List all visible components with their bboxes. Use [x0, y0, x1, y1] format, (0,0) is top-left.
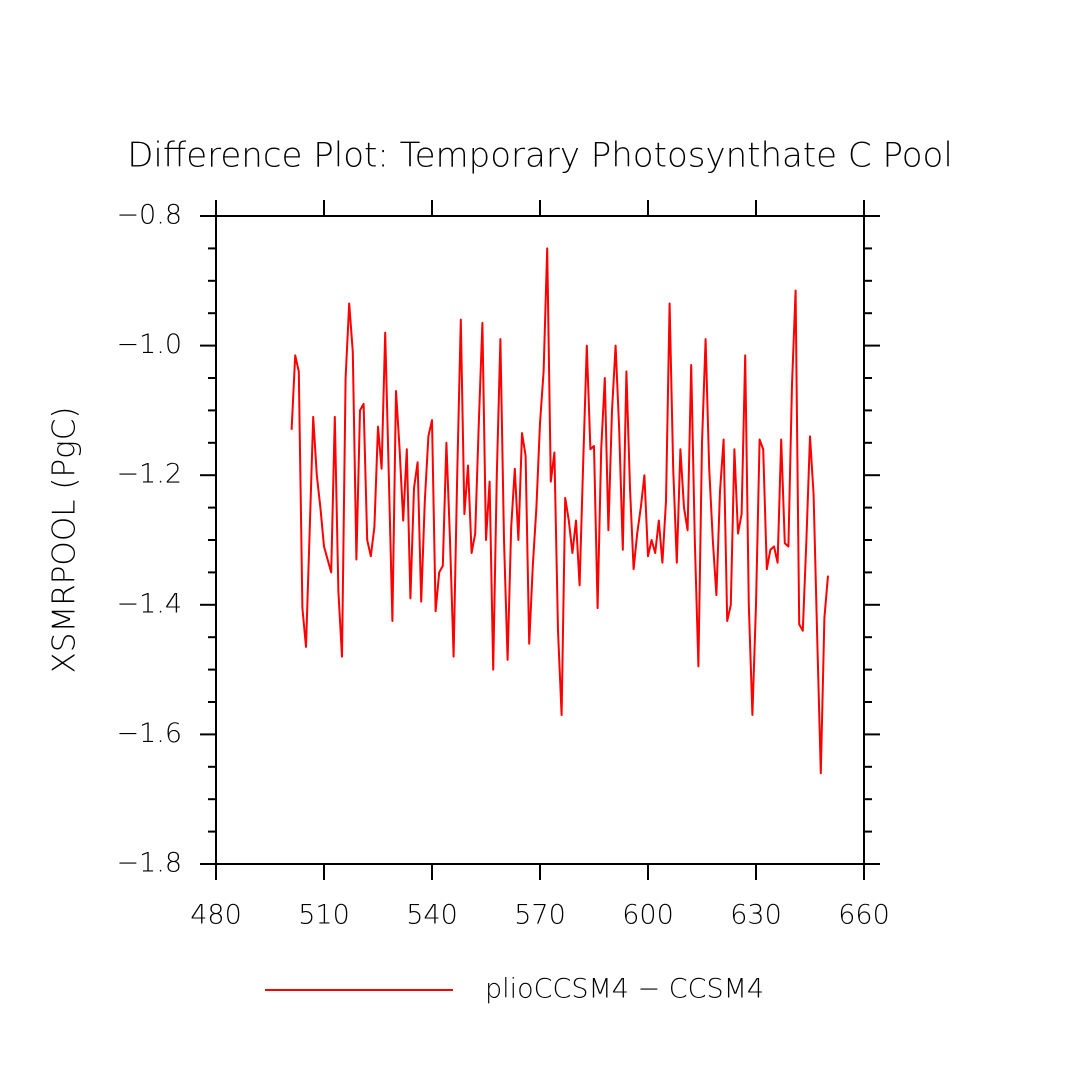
y-tick-label: −1.0 — [116, 329, 182, 360]
y-tick-label: −1.6 — [116, 718, 182, 749]
x-tick-label: 660 — [838, 900, 890, 931]
x-tick-label: 630 — [730, 900, 782, 931]
x-tick-label: 540 — [406, 900, 458, 931]
x-tick-label: 510 — [298, 900, 350, 931]
chart-title: Difference Plot: Temporary Photosynthate… — [127, 136, 953, 176]
x-tick-label: 600 — [622, 900, 674, 931]
x-tick-label: 480 — [190, 900, 242, 931]
x-tick-label: 570 — [514, 900, 566, 931]
y-tick-label: −0.8 — [116, 200, 182, 231]
y-axis-label: XSMRPOOL (PgC) — [47, 407, 83, 674]
y-tick-label: −1.2 — [116, 459, 182, 490]
data-line — [290, 247, 829, 775]
legend-label: plioCCSM4 − CCSM4 — [485, 974, 764, 1005]
y-tick-label: −1.4 — [116, 588, 182, 619]
y-tick-label: −1.8 — [116, 848, 182, 879]
